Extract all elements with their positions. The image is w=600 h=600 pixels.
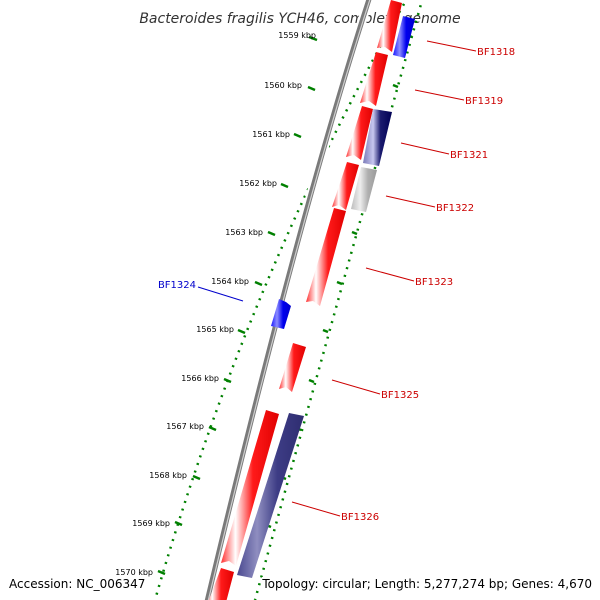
scale-tick (293, 132, 302, 139)
scale-tick (267, 230, 276, 237)
gene-labels: BF1318 BF1319 BF1321 BF1322 BF1323 BF132… (158, 47, 515, 523)
gene-label-bf1319[interactable]: BF1319 (465, 96, 503, 107)
scale-tick (351, 230, 358, 236)
scale-labels: 1559 kbp 1560 kbp 1561 kbp 1562 kbp 1563… (115, 31, 316, 577)
gene-bf1322[interactable] (351, 167, 377, 212)
scale-tick (223, 377, 232, 384)
scale-label-1563: 1563 kbp (225, 228, 263, 237)
scale-label-1565: 1565 kbp (196, 325, 234, 334)
gene-bf1325[interactable] (279, 343, 306, 392)
scale-tick (208, 425, 217, 432)
scale-ticks (157, 35, 318, 576)
leader-line-bf1319 (414, 89, 465, 101)
gene-forward-bottom[interactable] (205, 568, 234, 600)
gene-leader-lines (197, 40, 477, 517)
scale-label-1562: 1562 kbp (239, 179, 277, 188)
reverse-genes (237, 16, 415, 578)
topology-summary: Topology: circular; Length: 5,277,274 bp… (262, 577, 592, 591)
gene-label-bf1325[interactable]: BF1325 (381, 390, 419, 401)
accession-label: Accession: NC_006347 (9, 577, 146, 591)
gene-bf1318-upstream-forward[interactable] (377, 0, 402, 52)
gene-label-bf1322[interactable]: BF1322 (436, 203, 474, 214)
leader-line-bf1321 (400, 142, 450, 155)
scale-label-1561: 1561 kbp (252, 130, 290, 139)
leader-line-bf1322 (385, 195, 436, 208)
leader-line-bf1325 (331, 379, 381, 395)
scale-tick (307, 85, 316, 92)
scale-tick (254, 280, 263, 287)
scale-label-1559: 1559 kbp (278, 31, 316, 40)
gene-bf1321[interactable] (363, 109, 392, 166)
gene-label-bf1326[interactable]: BF1326 (341, 512, 379, 523)
scale-tick (322, 328, 329, 334)
scale-label-1560: 1560 kbp (264, 81, 302, 90)
scale-label-1564: 1564 kbp (211, 277, 249, 286)
scale-label-1566: 1566 kbp (181, 374, 219, 383)
genome-backbone (204, 0, 372, 600)
backbone-highlight (207, 0, 371, 600)
leader-line-bf1326 (291, 501, 341, 517)
scale-tick (174, 520, 183, 527)
gene-forward-1326-region[interactable] (221, 410, 279, 566)
scale-tick (308, 378, 315, 384)
gene-bf1323[interactable] (306, 208, 346, 306)
gene-label-bf1321[interactable]: BF1321 (450, 150, 488, 161)
leader-line-bf1323 (365, 267, 415, 282)
leader-line-bf1324 (197, 286, 244, 302)
scale-tick (157, 569, 166, 576)
scale-tick (237, 328, 246, 335)
gene-bf1320[interactable] (346, 106, 373, 160)
scale-tick (308, 35, 318, 42)
gene-label-bf1323[interactable]: BF1323 (415, 277, 453, 288)
scale-label-1570: 1570 kbp (115, 568, 153, 577)
scale-tick (280, 182, 289, 189)
gene-label-bf1318[interactable]: BF1318 (477, 47, 515, 58)
gene-bf1318[interactable] (393, 16, 415, 58)
scale-tick (192, 474, 201, 481)
scale-label-1569: 1569 kbp (132, 519, 170, 528)
gene-forward-1322-region[interactable] (332, 162, 359, 210)
gene-bf1324[interactable] (271, 299, 291, 329)
scale-tick (336, 280, 343, 286)
scale-label-1567: 1567 kbp (166, 422, 204, 431)
scale-tick (392, 83, 399, 89)
leader-line-bf1318 (426, 40, 477, 52)
forward-genes (205, 0, 402, 600)
genome-title: Bacteroides fragilis YCH46, complete gen… (139, 11, 460, 27)
scale-label-1568: 1568 kbp (149, 471, 187, 480)
gene-label-bf1324[interactable]: BF1324 (158, 280, 196, 291)
gene-bf1319[interactable] (360, 52, 388, 106)
gene-bf1326[interactable] (237, 413, 304, 578)
